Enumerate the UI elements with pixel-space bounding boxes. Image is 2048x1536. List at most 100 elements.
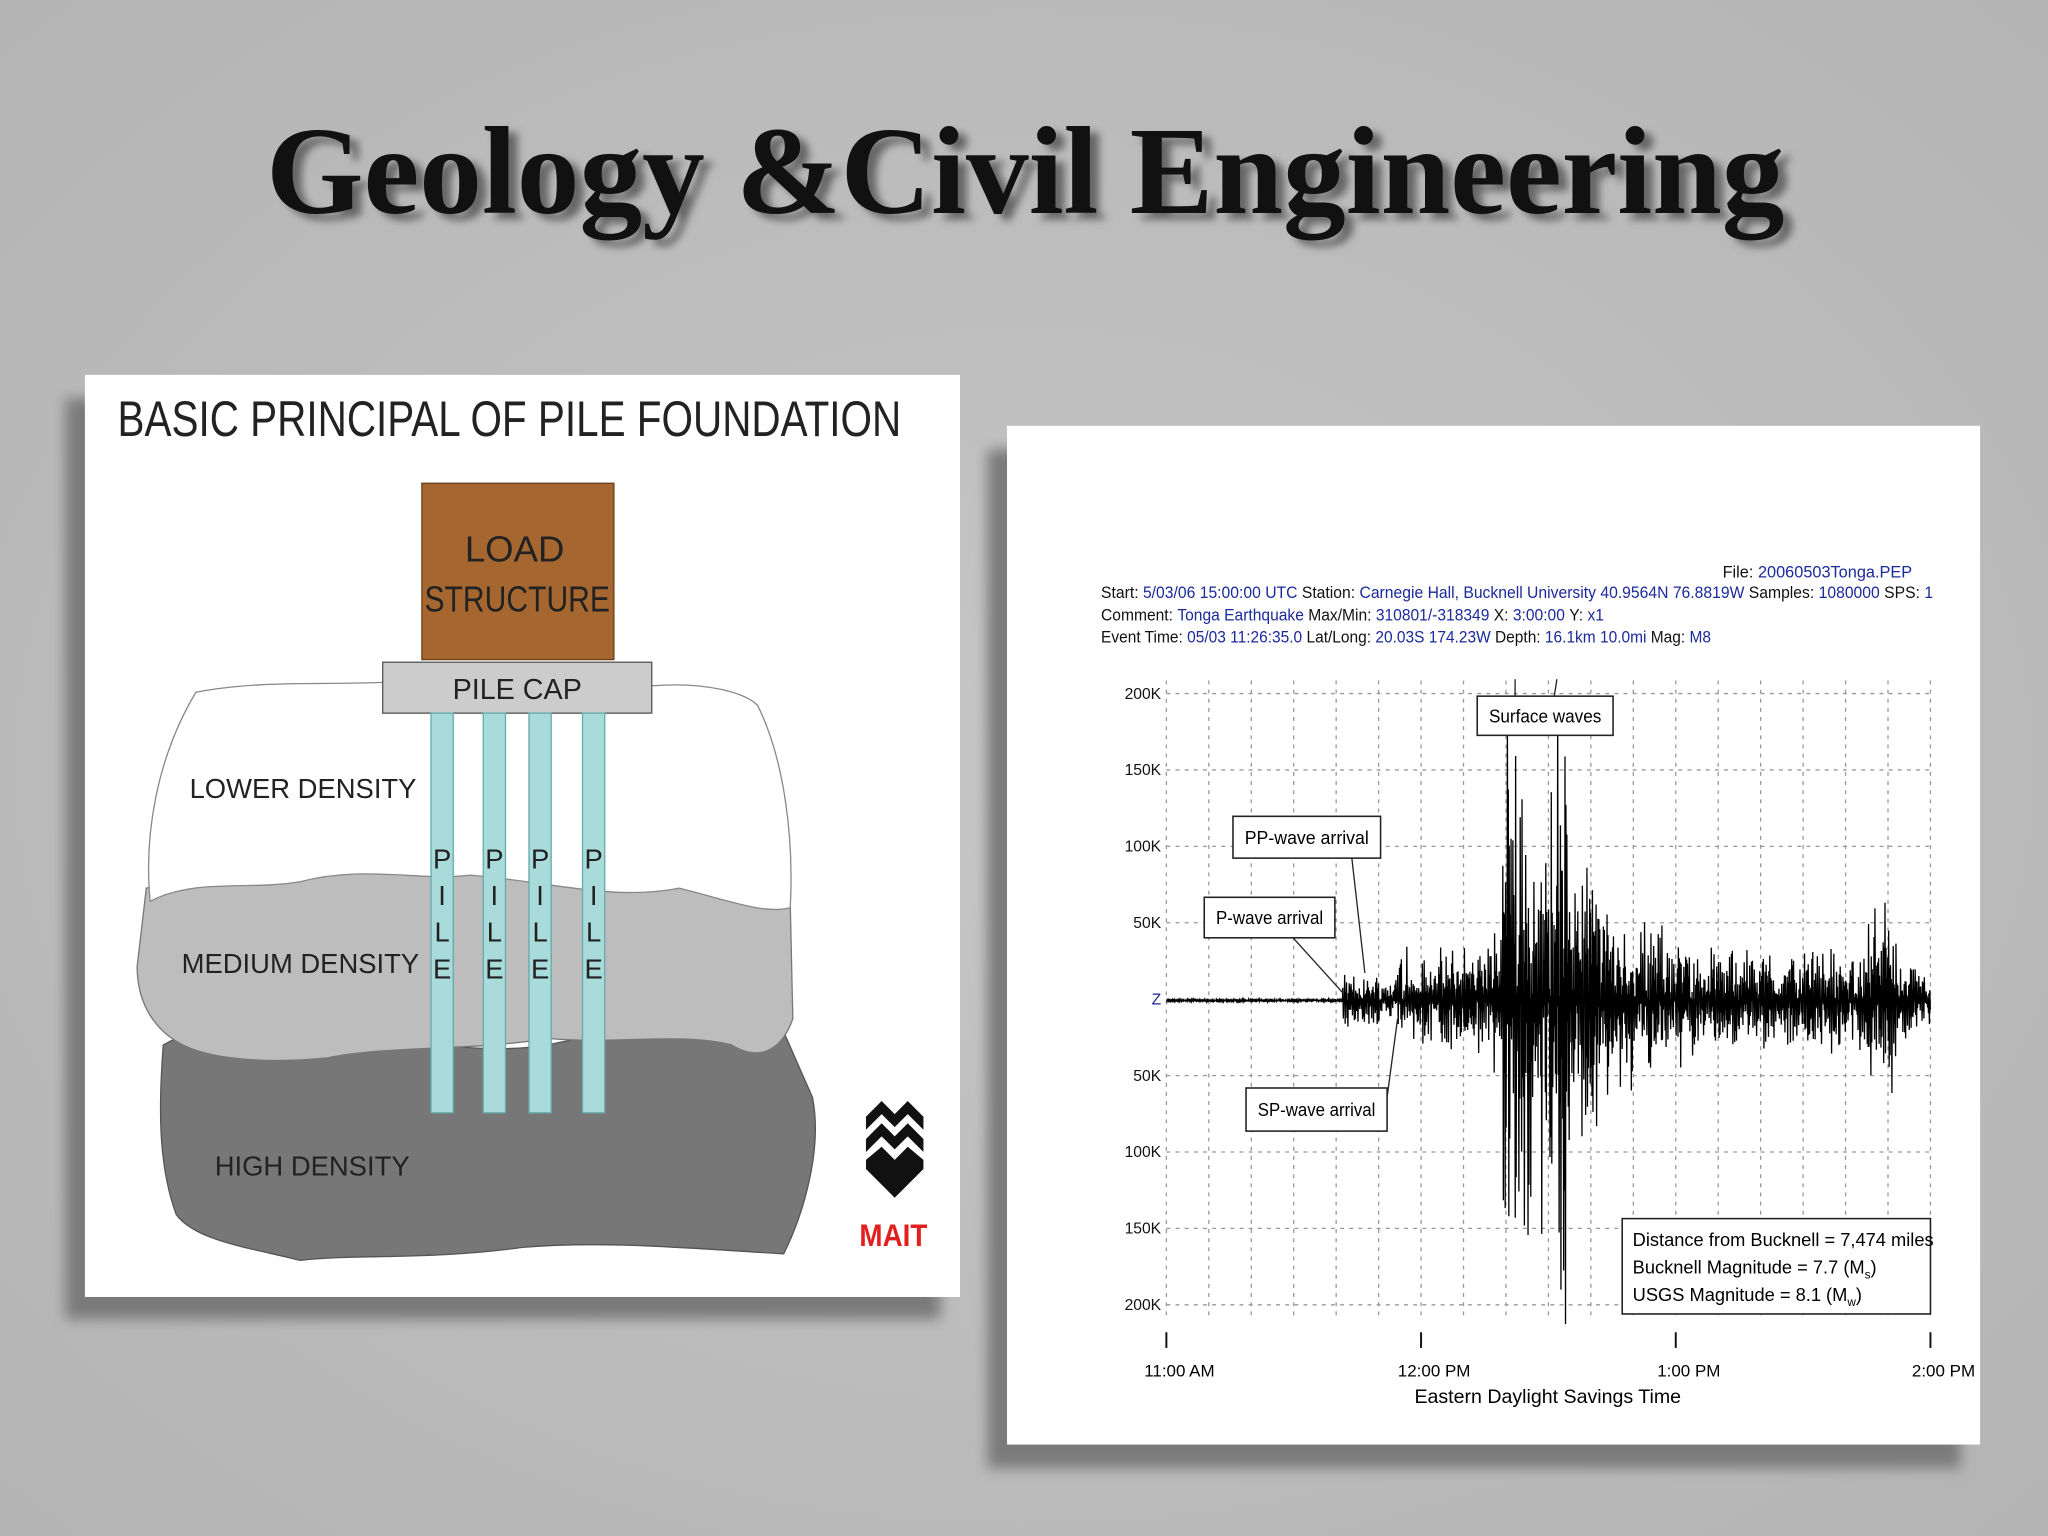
load-label: LOAD [465, 529, 565, 570]
logo-text: MAIT [859, 1218, 927, 1253]
callout-box [1476, 695, 1614, 737]
pile-letter: E [433, 953, 451, 984]
callout-box [1203, 896, 1336, 939]
header-value: 1080000 [1819, 584, 1880, 602]
callout-label: SP-wave arrival [1258, 1099, 1376, 1120]
title-shadow: Geology &Civil Engineering [275, 108, 1793, 247]
pile-letter: L [586, 917, 601, 948]
callout-box [1245, 1087, 1388, 1132]
info-subscript: w [1846, 1296, 1856, 1309]
callout-pointer [1292, 937, 1344, 994]
pile-cap-label: PILE CAP [453, 674, 582, 706]
pile-letter: P [531, 844, 549, 875]
load-structure [421, 482, 615, 661]
callout-pointer [1386, 1018, 1399, 1098]
y-label: 100K [1125, 839, 1162, 856]
header-key: Mag: [1651, 629, 1685, 647]
callout-label: PP-wave arrival [1245, 827, 1369, 848]
pile [482, 712, 507, 1114]
info-text: Bucknell Magnitude = 7.7 (M [1633, 1256, 1865, 1277]
pile-letter: L [434, 917, 449, 948]
header-key: Start: [1101, 584, 1139, 602]
layer-label: LOWER DENSITY [190, 773, 417, 804]
y-label: 150K [1125, 762, 1162, 779]
header-key: Station: [1302, 584, 1355, 602]
y-label: Z [1152, 991, 1162, 1008]
pile [528, 712, 552, 1114]
header-value: 20.03S 174.23W [1375, 629, 1491, 647]
x-label: 12:00 PM [1398, 1362, 1471, 1381]
pile-letter: E [485, 953, 503, 984]
header-value: Carnegie Hall, Bucknell University 40.95… [1359, 584, 1744, 602]
pile-letter: P [584, 844, 602, 875]
pile-cap [382, 661, 653, 714]
info-line: Distance from Bucknell = 7,474 miles [1633, 1229, 1934, 1250]
pile-letter: L [487, 917, 502, 948]
header-key: Samples: [1749, 584, 1814, 602]
y-label: 50K [1133, 1068, 1161, 1085]
layer-label: MEDIUM DENSITY [182, 948, 420, 979]
x-label: 2:00 PM [1912, 1362, 1975, 1381]
header-key: SPS: [1884, 584, 1920, 602]
header-value: 3:00:00 [1513, 606, 1565, 624]
header-key: Y: [1569, 606, 1583, 624]
header-value: 5/03/06 15:00:00 UTC [1143, 584, 1298, 602]
info-box [1621, 1217, 1932, 1315]
x-label: 11:00 AM [1144, 1362, 1214, 1381]
info-line: Bucknell Magnitude = 7.7 (Ms) [1633, 1256, 1877, 1281]
y-label: 150K [1125, 1221, 1162, 1238]
lower-density-layer [147, 681, 792, 911]
y-label: 200K [1125, 1297, 1162, 1314]
header-line: Comment: Tonga Earthquake Max/Min: 31080… [1101, 606, 1604, 624]
x-axis-title: Eastern Daylight Savings Time [1414, 1386, 1681, 1408]
header-value: Tonga Earthquake [1177, 606, 1304, 624]
header-key: X: [1494, 606, 1509, 624]
header-line: Event Time: 05/03 11:26:35.0 Lat/Long: 2… [1101, 629, 1711, 647]
info-text: ) [1871, 1256, 1877, 1277]
callout-box [1232, 815, 1382, 859]
y-label: 200K [1125, 686, 1162, 703]
info-text: Distance from Bucknell = 7,474 miles [1633, 1229, 1934, 1250]
file-name: 20060503Tonga.PEP [1758, 563, 1912, 581]
pile-letter: P [485, 844, 503, 875]
header-value: x1 [1587, 606, 1603, 624]
header-value: M8 [1690, 629, 1712, 647]
pile-letter: E [584, 953, 602, 984]
header-key: Event Time: [1101, 629, 1183, 647]
layer-label: HIGH DENSITY [215, 1151, 410, 1182]
info-text: ) [1856, 1284, 1862, 1305]
pile-letter: E [531, 953, 549, 984]
callout-label: Surface waves [1489, 705, 1601, 726]
header-value: 310801/-318349 [1376, 606, 1490, 624]
header-line: Start: 5/03/06 15:00:00 UTC Station: Car… [1101, 584, 1933, 602]
header-value: 05/03 11:26:35.0 [1187, 629, 1302, 647]
pile-letter: I [438, 880, 446, 911]
y-label: 50K [1133, 915, 1161, 932]
header-key: Max/Min: [1308, 606, 1371, 624]
pile-letter: I [590, 880, 598, 911]
pile-letter: L [532, 917, 547, 948]
seismogram: File: 20060503Tonga.PEP Start: 5/03/06 15… [1101, 563, 1975, 1407]
pile-letter: I [536, 880, 544, 911]
structure-label: STRUCTURE [424, 578, 609, 619]
header-key: Depth: [1495, 629, 1541, 647]
pile-letter: I [491, 880, 499, 911]
callout-pointer [1553, 679, 1558, 697]
title: Geology &Civil Engineering [266, 102, 1784, 241]
header-value: 1 [1924, 584, 1933, 602]
pile-heading: BASIC PRINCIPAL OF PILE FOUNDATION [118, 391, 902, 447]
info-line: USGS Magnitude = 8.1 (Mw) [1633, 1284, 1862, 1309]
header-value: 16.1km 10.0mi [1545, 629, 1647, 647]
pile [581, 712, 606, 1114]
callout-label: P-wave arrival [1216, 907, 1323, 928]
header-key: Lat/Long: [1306, 629, 1371, 647]
pile-letter: P [433, 844, 451, 875]
callout-pointer [1351, 858, 1366, 974]
y-label: 100K [1125, 1144, 1162, 1161]
logo-mark [865, 1101, 924, 1198]
header-key: Comment: [1101, 606, 1173, 624]
file-key: File: [1723, 563, 1754, 581]
